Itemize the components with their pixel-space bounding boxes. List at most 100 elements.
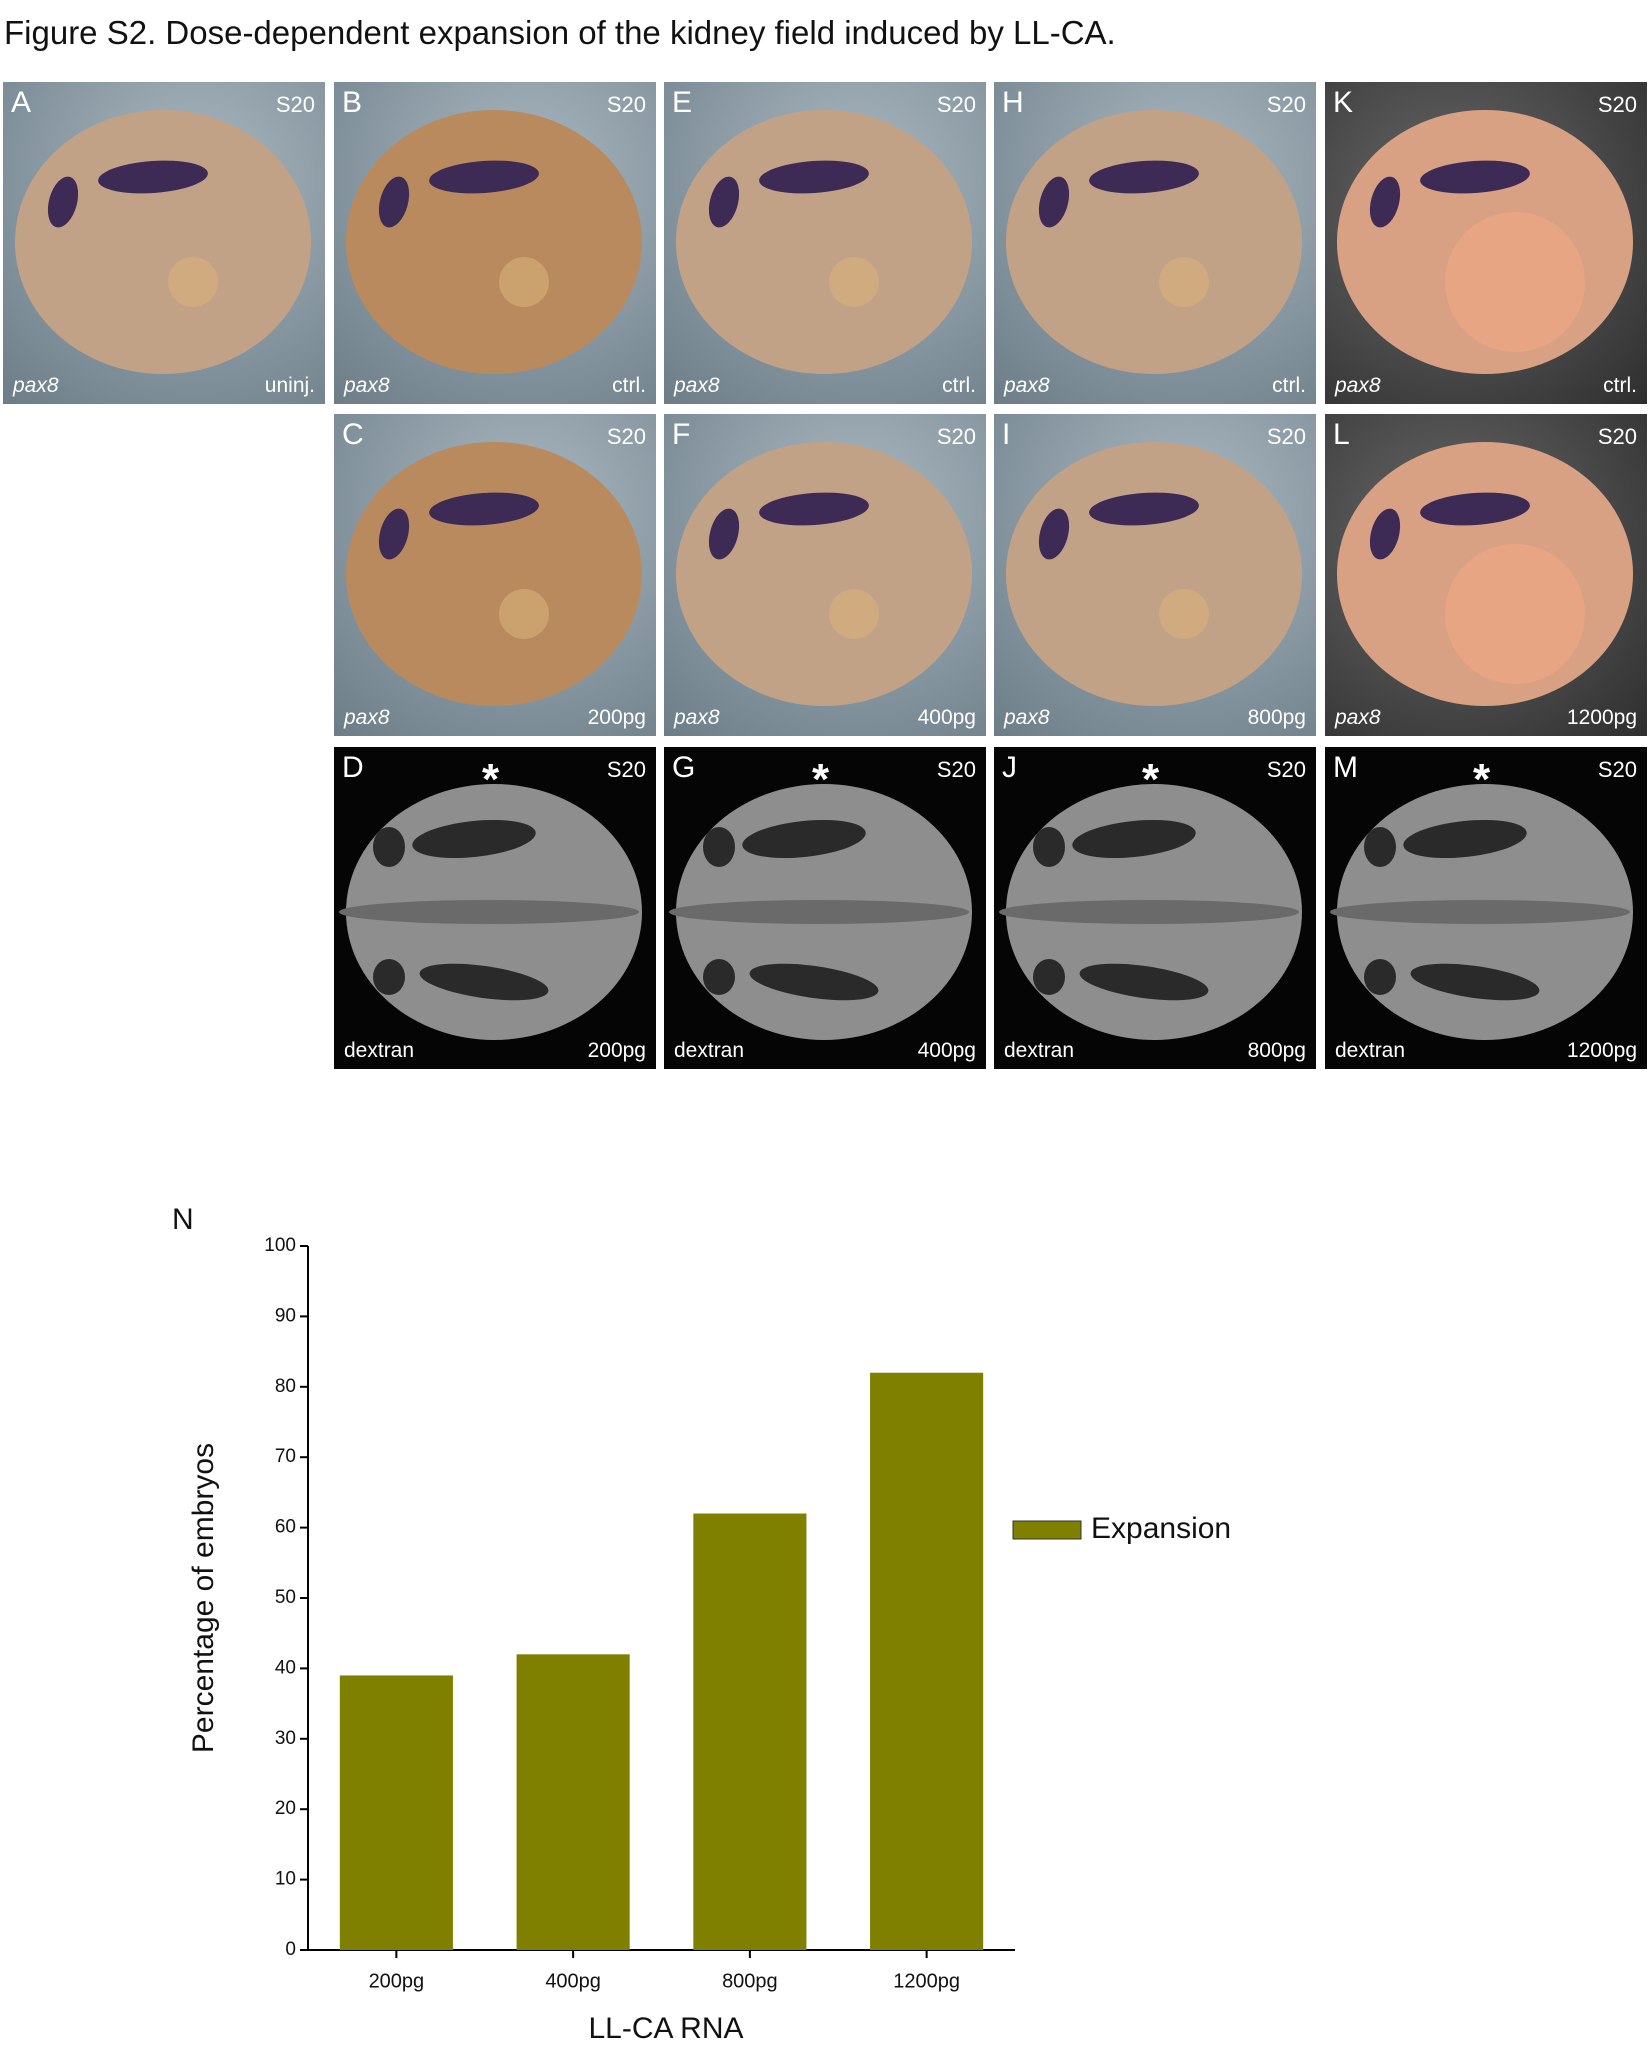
stain-label: dextran: [344, 1039, 415, 1062]
stain-label: pax8: [1004, 706, 1050, 729]
panel-letter: H: [1002, 86, 1024, 119]
embryo-image: [1337, 110, 1633, 374]
image-panel: L S20 pax8 1200pg: [1325, 414, 1647, 736]
panel-letter: F: [672, 418, 691, 451]
y-tick-label: 0: [285, 1939, 296, 1960]
image-panel: E S20 pax8 ctrl.: [664, 82, 986, 404]
stain-label: pax8: [13, 374, 59, 397]
stage-label: S20: [606, 757, 646, 782]
condition-label: uninj.: [264, 374, 315, 397]
stage-label: S20: [1266, 424, 1306, 449]
image-panel: K S20 pax8 ctrl.: [1325, 82, 1647, 404]
stain-label: pax8: [1335, 374, 1381, 397]
panel-letter: J: [1002, 751, 1017, 784]
chart: N 0 10 20 30 40 50 60 70 80 90 100 200pg 400pg 800pg 12…: [172, 1203, 1231, 2045]
condition-label: ctrl.: [1603, 374, 1637, 397]
image-panel: G S20 dextran 400pg *: [664, 747, 986, 1069]
figure-title: Figure S2. Dose-dependent expansion of t…: [4, 14, 1116, 51]
stain-label: dextran: [1335, 1039, 1406, 1062]
stain-label: pax8: [344, 706, 390, 729]
stage-label: S20: [606, 92, 646, 117]
condition-label: 1200pg: [1566, 706, 1637, 729]
panel-letter: B: [342, 86, 363, 119]
y-tick-label: 50: [275, 1587, 296, 1608]
embryo-image: [346, 442, 642, 706]
y-tick-label: 20: [275, 1798, 296, 1819]
y-tick-label: 10: [275, 1869, 296, 1890]
condition-label: 1200pg: [1566, 1039, 1637, 1062]
stage-label: S20: [936, 757, 976, 782]
x-tick-label: 200pg: [369, 1970, 425, 1992]
x-tick-label: 800pg: [722, 1970, 778, 1992]
asterisk: *: [1473, 755, 1491, 804]
x-tick-label: 400pg: [545, 1970, 601, 1992]
embryo-image: [346, 110, 642, 374]
legend-label: Expansion: [1091, 1512, 1231, 1545]
condition-label: 400pg: [917, 1039, 976, 1062]
condition-label: ctrl.: [612, 374, 646, 397]
panel-letter: I: [1002, 418, 1011, 451]
stain-label: dextran: [674, 1039, 745, 1062]
panel-letter: L: [1333, 418, 1350, 451]
image-panel: A S20 pax8 uninj.: [3, 82, 325, 404]
panel-letter: M: [1333, 751, 1358, 784]
stage-label: S20: [936, 92, 976, 117]
stain-label: pax8: [1004, 374, 1050, 397]
panel-letter: N: [172, 1203, 194, 1236]
y-tick-label: 60: [275, 1517, 296, 1538]
image-panel: I S20 pax8 800pg: [994, 414, 1316, 736]
y-tick-label: 70: [275, 1446, 296, 1467]
x-tick-label: 1200pg: [893, 1970, 960, 1992]
y-tick-label: 30: [275, 1728, 296, 1749]
condition-label: ctrl.: [942, 374, 976, 397]
bar: [339, 1675, 453, 1950]
stage-label: S20: [1597, 757, 1637, 782]
condition-label: 800pg: [1247, 1039, 1306, 1062]
embryo-image: [676, 110, 972, 374]
stage-label: S20: [606, 424, 646, 449]
embryo-image: [1330, 784, 1633, 1040]
panel-letter: E: [672, 86, 693, 119]
image-panel: F S20 pax8 400pg: [664, 414, 986, 736]
asterisk: *: [812, 755, 830, 804]
panel-letter: A: [11, 86, 32, 119]
embryo-image: [339, 784, 642, 1040]
condition-label: ctrl.: [1272, 374, 1306, 397]
embryo-image: [1337, 442, 1633, 706]
bar: [516, 1654, 630, 1950]
image-panel: M S20 dextran 1200pg *: [1325, 747, 1647, 1069]
embryo-image: [1006, 442, 1302, 706]
y-tick-label: 80: [275, 1376, 296, 1397]
condition-label: 800pg: [1247, 706, 1306, 729]
y-tick-label: 90: [275, 1305, 296, 1326]
bar: [870, 1372, 984, 1950]
legend-swatch: [1012, 1520, 1082, 1540]
stain-label: dextran: [1004, 1039, 1075, 1062]
y-tick-label: 40: [275, 1657, 296, 1678]
image-panel: C S20 pax8 200pg: [334, 414, 656, 736]
stage-label: S20: [936, 424, 976, 449]
stain-label: pax8: [1335, 706, 1381, 729]
condition-label: 200pg: [587, 1039, 646, 1062]
stage-label: S20: [1597, 424, 1637, 449]
y-tick-label: 100: [264, 1235, 296, 1256]
embryo-image: [669, 784, 972, 1040]
stain-label: pax8: [674, 374, 720, 397]
panel-letter: D: [342, 751, 364, 784]
embryo-image: [999, 784, 1302, 1040]
bar: [693, 1513, 807, 1950]
condition-label: 200pg: [587, 706, 646, 729]
embryo-image: [1006, 110, 1302, 374]
embryo-image: [15, 110, 311, 374]
image-panel: H S20 pax8 ctrl.: [994, 82, 1316, 404]
x-axis-label: LL-CA RNA: [588, 2012, 743, 2045]
y-axis-label: Percentage of embryos: [187, 1443, 220, 1753]
stage-label: S20: [1266, 757, 1306, 782]
panel-letter: G: [672, 751, 696, 784]
image-panel: B S20 pax8 ctrl.: [334, 82, 656, 404]
embryo-image: [676, 442, 972, 706]
panel-letter: K: [1333, 86, 1354, 119]
stain-label: pax8: [344, 374, 390, 397]
stage-label: S20: [275, 92, 315, 117]
